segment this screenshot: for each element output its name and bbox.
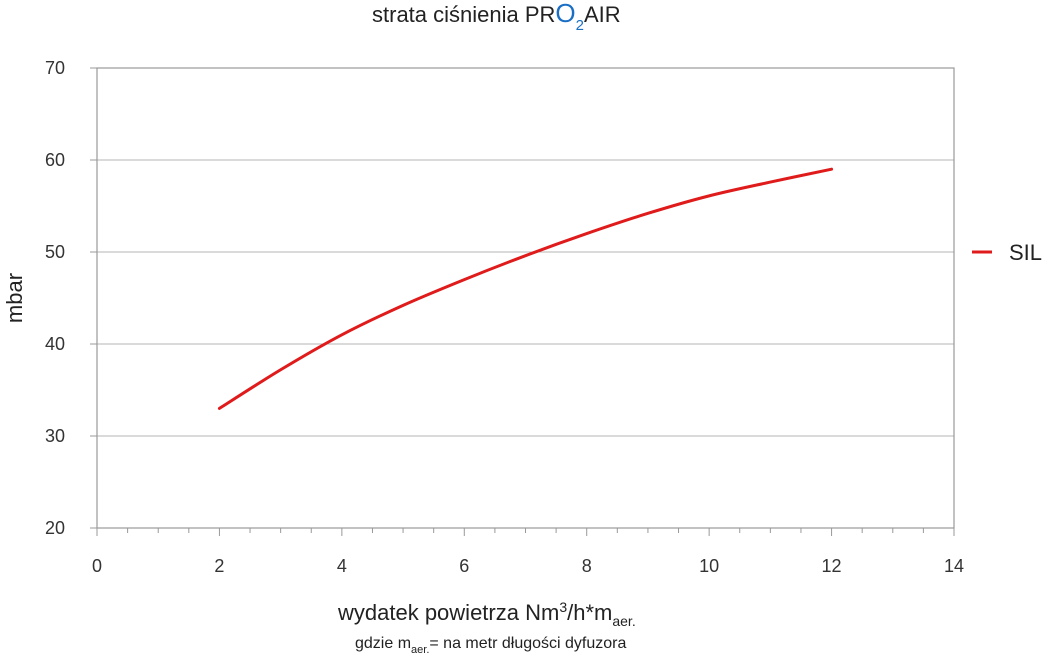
y-axis-label: mbar (2, 273, 27, 323)
x-label-middle: /h*m (567, 600, 612, 625)
x-label-sub: aer. (612, 613, 635, 629)
x-tick-label: 12 (822, 556, 842, 576)
x-tick-label: 10 (699, 556, 719, 576)
title-brand-air: AIR (584, 2, 621, 27)
title-prefix: strata ciśnienia (372, 2, 525, 27)
title-brand-pr: PR (525, 2, 556, 27)
x-tick-label: 6 (459, 556, 469, 576)
y-tick-label: 60 (45, 150, 65, 170)
y-tick-label: 20 (45, 518, 65, 538)
y-tick-label: 70 (45, 58, 65, 78)
legend: SIL (972, 240, 1042, 265)
y-tick-label: 40 (45, 334, 65, 354)
x-tick-label: 0 (92, 556, 102, 576)
chart-title: strata ciśnienia PRO2AIR (372, 0, 621, 34)
note-suffix: = na metr długości dyfuzora (429, 635, 626, 652)
x-tick-label: 2 (214, 556, 224, 576)
legend-label-sil: SIL (1009, 240, 1042, 265)
x-tick-label: 4 (337, 556, 347, 576)
plot-area: 0 2 4 6 8 10 12 14 20 30 40 50 60 70 (45, 58, 964, 576)
note-sub: aer. (411, 644, 429, 656)
grid-lines (97, 67, 954, 529)
x-tick-label: 14 (944, 556, 964, 576)
title-brand-sub: 2 (576, 17, 584, 34)
plot-frame (96, 67, 955, 529)
y-tick-label: 30 (45, 426, 65, 446)
series-layer (217, 167, 834, 410)
x-axis-ticks: 0 2 4 6 8 10 12 14 (92, 528, 964, 576)
series-line-sil (217, 167, 834, 410)
title-brand-o: O (555, 0, 575, 28)
x-axis-label: wydatek powietrza Nm3/h*maer. (337, 599, 636, 629)
x-tick-label: 8 (582, 556, 592, 576)
x-label-sup: 3 (559, 599, 567, 615)
y-tick-label: 50 (45, 242, 65, 262)
y-axis-ticks: 20 30 40 50 60 70 (45, 58, 97, 538)
x-axis-note: gdzie maer.= na metr długości dyfuzora (355, 635, 626, 656)
x-label-main: wydatek powietrza Nm (337, 600, 559, 625)
note-prefix: gdzie m (355, 635, 411, 652)
